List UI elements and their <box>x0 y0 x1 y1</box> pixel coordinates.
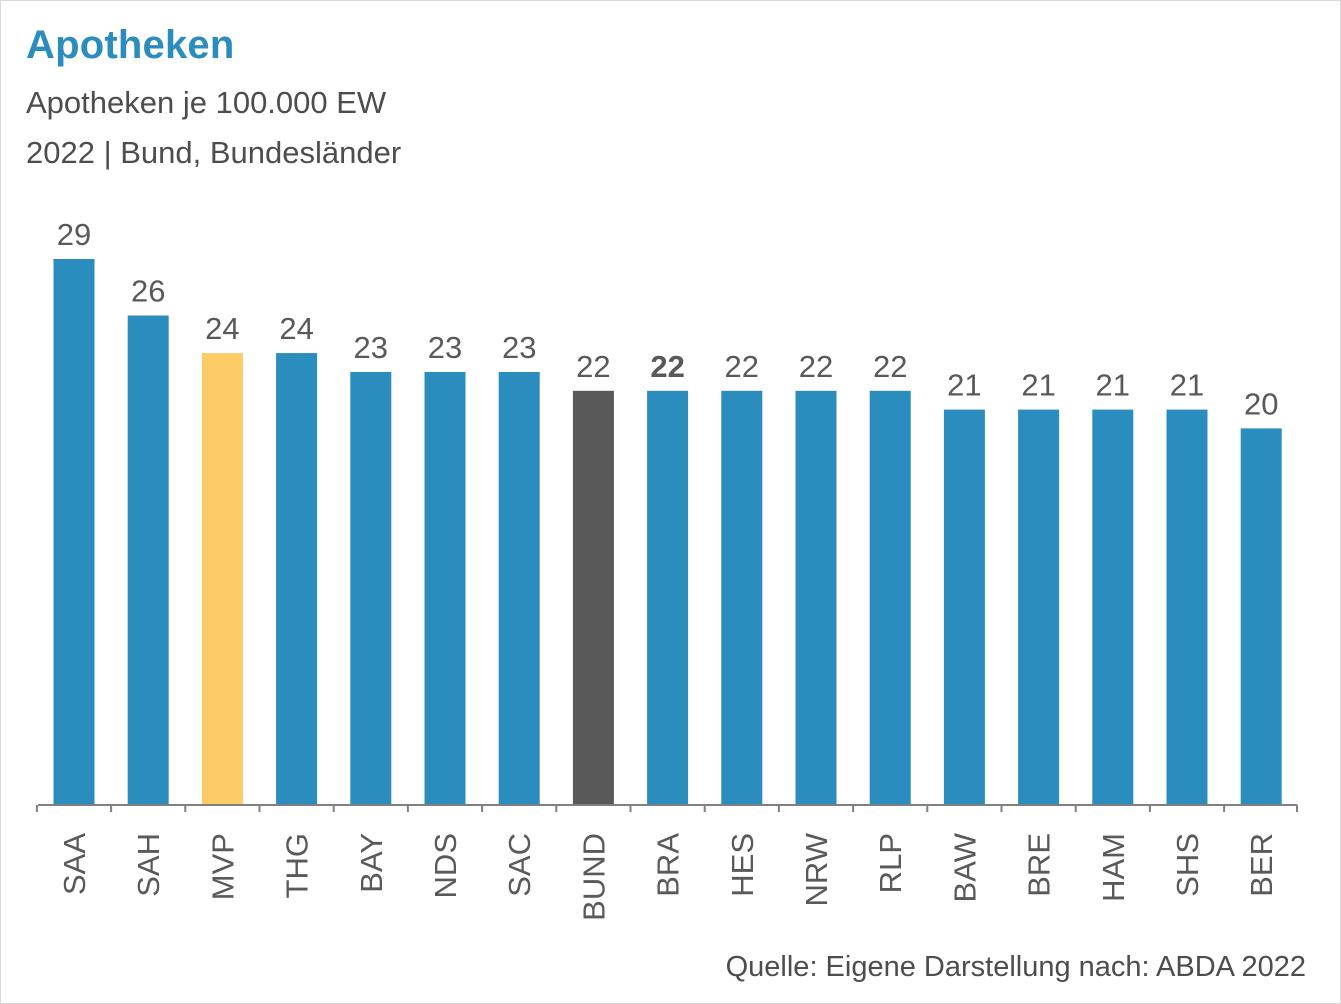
category-label-nrw: NRW <box>799 832 834 906</box>
category-label-shs: SHS <box>1170 833 1205 897</box>
value-label-saa: 29 <box>57 217 91 252</box>
bar-bay <box>350 372 392 805</box>
value-label-sah: 26 <box>131 274 165 309</box>
category-label-thg: THG <box>280 833 315 898</box>
value-label-nrw: 22 <box>799 349 833 384</box>
category-label-bund: BUND <box>576 833 611 921</box>
bar-nrw <box>795 390 837 805</box>
bar-shs <box>1166 409 1208 805</box>
source-note: Quelle: Eigene Darstellung nach: ABDA 20… <box>725 951 1306 983</box>
category-label-ham: HAM <box>1096 833 1131 902</box>
bar-hes <box>721 390 763 805</box>
bar-thg <box>276 353 318 805</box>
category-label-baw: BAW <box>947 832 982 902</box>
value-label-ham: 21 <box>1096 368 1130 403</box>
bar-nds <box>424 372 466 805</box>
value-label-bre: 21 <box>1021 368 1055 403</box>
bar-rlp <box>869 390 911 805</box>
bar-bra <box>647 390 689 805</box>
category-label-sac: SAC <box>502 833 537 897</box>
category-label-rlp: RLP <box>873 833 908 893</box>
value-label-bund: 22 <box>576 349 610 384</box>
bar-baw <box>943 409 985 805</box>
category-label-bra: BRA <box>651 833 686 897</box>
chart-title: Apotheken <box>26 23 235 67</box>
value-label-nds: 23 <box>428 330 462 365</box>
value-label-bra: 22 <box>650 349 684 384</box>
value-label-baw: 21 <box>947 368 981 403</box>
category-label-hes: HES <box>725 833 760 897</box>
bar-mvp <box>201 353 243 805</box>
category-label-bay: BAY <box>354 833 389 893</box>
value-label-ber: 20 <box>1244 386 1278 421</box>
chart-subtitle: Apotheken je 100.000 EW <box>26 85 387 120</box>
bar-ham <box>1092 409 1134 805</box>
value-label-shs: 21 <box>1170 368 1204 403</box>
value-label-mvp: 24 <box>205 311 239 346</box>
value-label-bay: 23 <box>354 330 388 365</box>
category-label-sah: SAH <box>131 833 166 897</box>
category-label-nds: NDS <box>428 833 463 898</box>
category-label-bre: BRE <box>1022 833 1057 897</box>
chart-subtitle-year: 2022 | Bund, Bundesländer <box>26 135 402 170</box>
bar-sac <box>498 372 540 805</box>
category-label-ber: BER <box>1244 833 1279 897</box>
value-label-sac: 23 <box>502 330 536 365</box>
bar-saa <box>53 259 95 805</box>
category-label-mvp: MVP <box>205 833 240 900</box>
bar-bund <box>572 390 614 805</box>
category-label-saa: SAA <box>57 833 92 895</box>
value-label-rlp: 22 <box>873 349 907 384</box>
value-label-hes: 22 <box>725 349 759 384</box>
bar-ber <box>1240 428 1282 805</box>
value-label-thg: 24 <box>279 311 313 346</box>
bar-bre <box>1018 409 1060 805</box>
bar-sah <box>127 315 169 805</box>
